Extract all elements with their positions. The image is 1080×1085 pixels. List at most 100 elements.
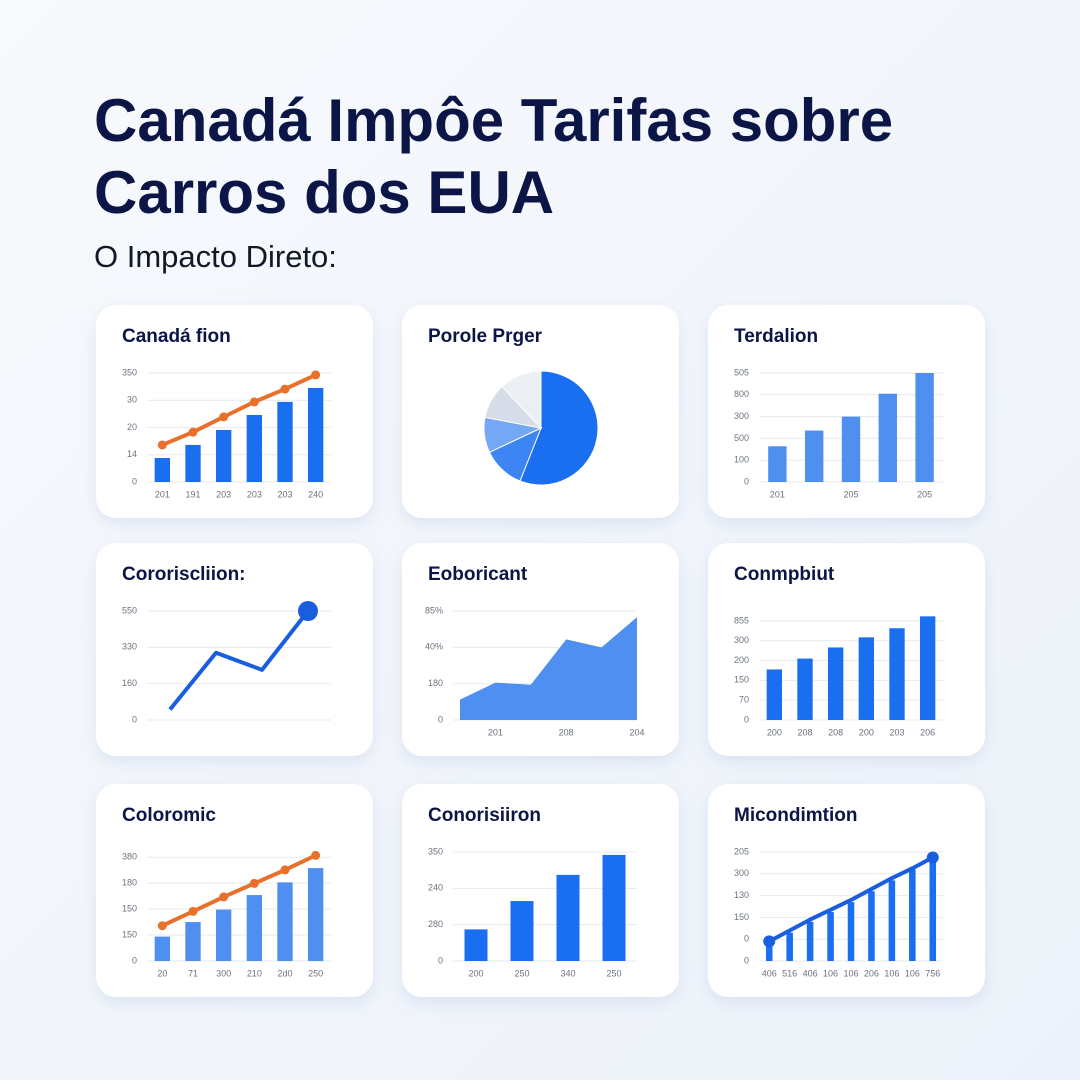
bar	[929, 858, 937, 961]
bar	[216, 429, 232, 482]
bar	[768, 446, 787, 482]
x-tick-label: 250	[514, 968, 529, 978]
y-tick-label: 0	[744, 476, 749, 486]
y-tick-label: 85%	[425, 605, 443, 615]
bar	[510, 901, 534, 961]
x-tick-label: 208	[828, 727, 843, 737]
bar	[154, 936, 170, 961]
x-tick-label: 240	[308, 489, 323, 499]
y-tick-label: 0	[744, 714, 749, 724]
x-tick-label: 200	[468, 968, 483, 978]
point	[249, 878, 259, 888]
x-tick-label: 406	[803, 968, 818, 978]
y-tick-label: 0	[438, 714, 443, 724]
bar	[806, 921, 814, 961]
chart-title: Porole Prger	[428, 326, 543, 347]
x-tick-label: 250	[606, 968, 621, 978]
bar	[786, 932, 793, 961]
x-tick-label: 106	[905, 968, 920, 978]
x-tick-label: 300	[216, 968, 231, 978]
point	[280, 865, 290, 875]
chart-title: Conorisiiron	[428, 805, 541, 826]
bar	[805, 430, 824, 482]
bar	[185, 922, 201, 961]
y-tick-label: 150	[122, 903, 137, 913]
point	[157, 440, 167, 450]
y-tick-label: 505	[734, 367, 749, 377]
bar	[888, 880, 896, 961]
bar	[868, 891, 875, 961]
bar	[765, 942, 773, 961]
bar	[216, 909, 232, 961]
y-tick-label: 70	[739, 695, 749, 705]
x-tick-label: 203	[277, 489, 292, 499]
y-tick-label: 180	[428, 678, 443, 688]
x-tick-label: 200	[767, 727, 782, 737]
bar	[308, 387, 324, 482]
y-tick-label: 800	[734, 389, 749, 399]
x-tick-label: 208	[559, 727, 574, 737]
y-tick-label: 20	[127, 422, 137, 432]
point	[157, 921, 167, 931]
y-tick-label: 0	[132, 476, 137, 486]
x-tick-label: 205	[917, 489, 932, 499]
bar	[847, 902, 855, 961]
y-tick-label: 330	[122, 642, 137, 652]
y-tick-label: 350	[428, 846, 443, 856]
line	[168, 609, 310, 711]
bar	[909, 869, 916, 961]
point	[219, 892, 229, 902]
subtitle: O Impacto Direto:	[94, 239, 337, 274]
bar	[556, 874, 580, 961]
x-tick-label: 201	[155, 489, 170, 499]
x-tick-label: 756	[925, 968, 940, 978]
x-tick-label: 205	[843, 489, 858, 499]
x-tick-label: 250	[308, 968, 323, 978]
x-tick-label: 200	[859, 727, 874, 737]
bar	[246, 414, 262, 482]
chart-title: Conmpbiut	[734, 564, 835, 585]
point	[926, 851, 939, 864]
pie-slice	[519, 370, 599, 486]
chart-title: Terdalion	[734, 326, 818, 347]
chart-title: Micondimtion	[734, 805, 857, 826]
y-tick-label: 100	[734, 455, 749, 465]
y-tick-label: 0	[132, 714, 137, 724]
y-tick-label: 130	[734, 890, 749, 900]
y-tick-label: 550	[122, 605, 137, 615]
card	[96, 543, 373, 756]
bar	[308, 868, 324, 961]
x-tick-label: 203	[247, 489, 262, 499]
y-tick-label: 30	[127, 395, 137, 405]
bar	[185, 444, 201, 482]
point	[188, 427, 198, 437]
x-tick-label: 201	[488, 727, 503, 737]
y-tick-label: 500	[734, 433, 749, 443]
bar	[277, 401, 293, 482]
point	[188, 906, 198, 916]
title-line: Carros dos EUA	[94, 159, 554, 226]
y-tick-label: 160	[122, 678, 137, 688]
area	[460, 617, 637, 720]
x-tick-label: 2d0	[277, 968, 292, 978]
x-tick-label: 204	[629, 727, 644, 737]
bar	[858, 637, 874, 720]
bar	[277, 882, 293, 961]
point	[311, 370, 321, 380]
point	[763, 935, 776, 948]
y-tick-label: 0	[744, 955, 749, 965]
chart-title: Cororiscliion:	[122, 564, 246, 585]
title-line: Canadá Impôe Tarifas sobre	[94, 87, 893, 154]
line	[768, 855, 934, 944]
bar	[602, 854, 626, 961]
bar	[464, 929, 488, 961]
y-tick-label: 240	[428, 883, 443, 893]
x-tick-label: 20	[157, 968, 167, 978]
x-tick-label: 516	[782, 968, 797, 978]
y-tick-label: 855	[734, 615, 749, 625]
bar	[841, 416, 861, 482]
pie-slice	[501, 370, 542, 430]
card	[708, 784, 985, 997]
y-tick-label: 205	[734, 846, 749, 856]
y-tick-label: 150	[734, 912, 749, 922]
